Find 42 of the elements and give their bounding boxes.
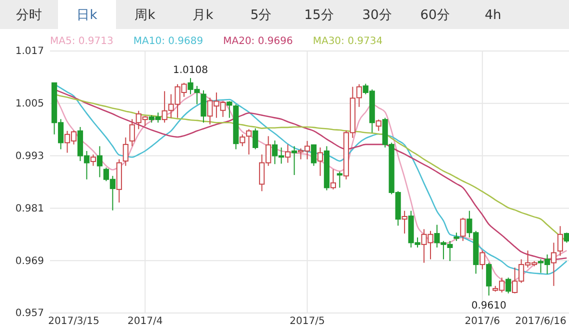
candlestick xyxy=(122,136,128,166)
candlestick xyxy=(486,262,492,296)
candlestick xyxy=(246,128,252,155)
candlestick xyxy=(129,118,135,147)
candlestick xyxy=(96,146,103,178)
y-tick-label: 0.969 xyxy=(15,256,44,267)
text: MA20: 0.9696 xyxy=(223,36,293,47)
text: MA5: 0.9713 xyxy=(50,36,114,47)
text: MA30: 0.9734 xyxy=(312,36,383,47)
tab-bar: 分时 日k 周k 月k 5分 15分 30分 60分 4h xyxy=(0,0,569,30)
candlestick xyxy=(90,154,96,166)
candlestick xyxy=(226,100,232,118)
annotation: 0.9610 xyxy=(471,300,506,312)
x-tick-label: 2017/3/15 xyxy=(48,316,100,326)
candlestick xyxy=(317,147,324,176)
candlestick xyxy=(310,144,317,166)
candlestick xyxy=(200,90,206,124)
y-tick-label: 1.005 xyxy=(15,98,44,110)
candlestick xyxy=(550,242,557,286)
candlestick xyxy=(402,210,408,234)
y-tick-label: 0.957 xyxy=(15,308,44,320)
x-tick-label: 2017/6/16 xyxy=(515,316,566,326)
x-tick-label: 2017/5 xyxy=(290,316,325,326)
x-tick-label: 2017/4 xyxy=(128,316,163,326)
candlestick xyxy=(336,171,342,188)
candlestick xyxy=(240,134,246,147)
y-tick-label: 1.017 xyxy=(15,46,44,58)
y-tick-label: 0.993 xyxy=(15,151,44,162)
x-tick-label: 2017/6 xyxy=(464,316,500,326)
candlestick xyxy=(330,168,336,190)
candlestick xyxy=(285,144,291,164)
annotation: 1.0108 xyxy=(173,65,208,76)
candlestick xyxy=(291,146,298,176)
candlestick xyxy=(506,277,512,294)
candlestick xyxy=(480,250,486,270)
y-tick-label: 0.981 xyxy=(15,203,44,214)
candlestick xyxy=(564,232,569,244)
candlestick xyxy=(376,119,382,132)
text: MA10: 0.9689 xyxy=(133,36,204,47)
candlestick xyxy=(252,128,258,150)
candlestick xyxy=(557,226,564,256)
candlestick xyxy=(460,217,466,242)
